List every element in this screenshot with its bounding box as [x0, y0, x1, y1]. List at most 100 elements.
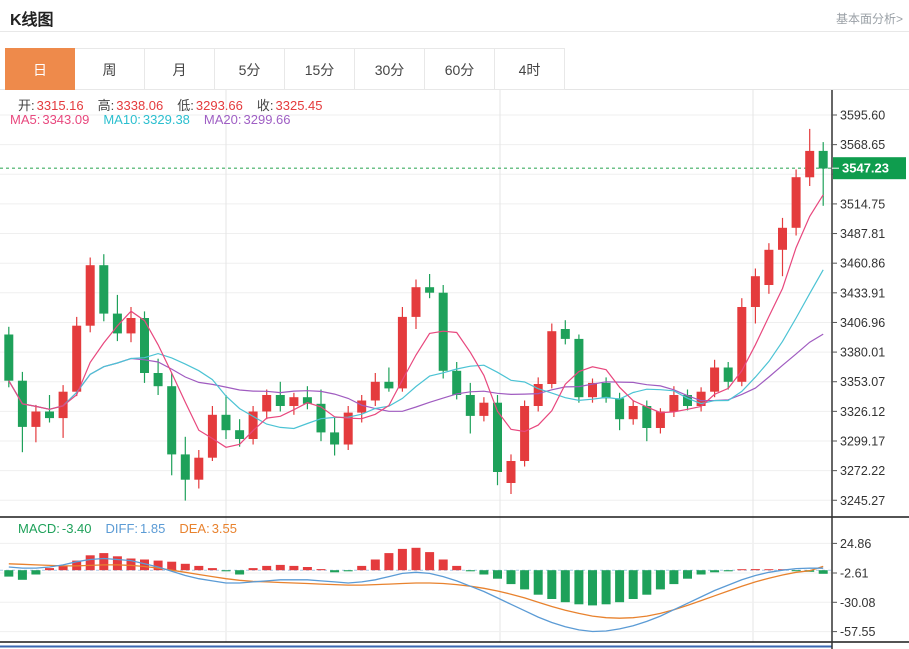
info-label: DEA:	[179, 521, 210, 536]
price-axis-label: 3272.22	[840, 464, 885, 478]
candle-body	[479, 402, 489, 416]
macd-bar	[764, 569, 774, 571]
macd-bar	[560, 570, 570, 603]
candle-body	[99, 265, 109, 314]
candlestick-pane[interactable]	[0, 90, 832, 517]
info-label: MACD:	[18, 521, 60, 536]
macd-bar	[574, 570, 584, 605]
candle-body	[4, 334, 14, 381]
macd-bar	[126, 558, 136, 571]
info-label: 高:	[97, 98, 115, 113]
tab-60min[interactable]: 60分	[425, 48, 495, 90]
macd-bar	[683, 570, 692, 579]
macd-bar	[723, 570, 733, 572]
info-value: 3299.66	[243, 112, 291, 127]
fundamental-analysis-link[interactable]: 基本面分析>	[835, 12, 903, 26]
candle-body	[425, 287, 435, 293]
candle-body	[330, 432, 340, 445]
macd-bar	[85, 555, 95, 571]
candle-body	[302, 397, 312, 404]
candle-body	[140, 318, 149, 373]
candle-body	[506, 461, 516, 483]
candle-body	[588, 382, 597, 398]
macd-bar	[140, 559, 149, 571]
candle-body	[180, 454, 190, 480]
candle-body	[791, 177, 801, 228]
ohlc-info-row: 开: 3315.16 高: 3338.06 低: 3293.66 收: 3325.45	[18, 95, 337, 114]
candle-body	[723, 367, 733, 382]
macd-bar	[642, 570, 652, 595]
info-label: MA5:	[10, 112, 41, 127]
macd-bar	[737, 569, 747, 571]
candle-body	[343, 412, 353, 445]
candle-body	[384, 381, 394, 389]
macd-bar	[547, 570, 557, 599]
macd-bar	[112, 556, 122, 571]
candle-body	[262, 395, 272, 412]
macd-bar	[397, 548, 407, 571]
candle-body	[357, 400, 367, 413]
macd-bar	[180, 563, 190, 571]
info-value: -3.40	[61, 521, 92, 536]
ma10-line	[8, 269, 824, 430]
tab-month[interactable]: 月	[145, 48, 215, 90]
candle-body	[601, 382, 611, 399]
macd-bar	[316, 569, 326, 571]
candle-body	[533, 384, 543, 406]
tab-week[interactable]: 周	[75, 48, 145, 90]
macd-bar	[588, 570, 597, 606]
candle-body	[520, 406, 530, 461]
candle-body	[411, 287, 421, 317]
macd-bar	[384, 553, 394, 571]
price-axis-label: 3380.01	[840, 346, 885, 360]
candle-body	[574, 338, 584, 398]
macd-bar	[343, 570, 353, 572]
current-price-badge	[833, 157, 906, 180]
candle-body	[126, 318, 136, 334]
macd-bar	[357, 565, 367, 571]
macd-bar	[710, 570, 720, 573]
info-value: 3293.66	[195, 98, 243, 113]
macd-bar	[262, 565, 272, 571]
price-axis-label: 3433.91	[840, 286, 885, 300]
price-axis-label: 3299.17	[840, 434, 885, 448]
candle-body	[221, 414, 231, 431]
macd-bar	[4, 570, 14, 577]
tab-4hour[interactable]: 4时	[495, 48, 565, 90]
macd-bar	[45, 568, 54, 571]
candle-body	[31, 411, 41, 427]
candle-body	[737, 307, 747, 382]
candle-body	[452, 370, 462, 395]
tab-day[interactable]: 日	[5, 48, 75, 90]
candle-body	[805, 150, 815, 178]
info-label: 收:	[256, 98, 274, 113]
price-axis-label: 3245.27	[840, 494, 885, 508]
tab-30min[interactable]: 30分	[355, 48, 425, 90]
candle-body	[778, 227, 787, 250]
macd-bar	[235, 570, 245, 575]
macd-bar	[31, 570, 41, 575]
macd-bar	[533, 570, 543, 595]
macd-bar	[153, 560, 163, 571]
page-title: K线图	[10, 12, 54, 29]
info-label: MA20:	[203, 112, 242, 127]
candle-body	[112, 313, 122, 334]
macd-bar	[465, 570, 475, 572]
macd-bar	[696, 570, 706, 575]
macd-bar	[479, 570, 489, 575]
price-axis-label: 3487.81	[840, 227, 885, 241]
info-value: 3338.06	[116, 98, 164, 113]
info-value: 1.85	[140, 521, 166, 536]
current-price-value: 3547.23	[842, 161, 889, 176]
tab-5min[interactable]: 5分	[215, 48, 285, 90]
candle-body	[248, 411, 258, 439]
macd-bar	[601, 570, 611, 605]
macd-bar	[221, 570, 231, 572]
macd-bar	[493, 570, 502, 579]
dea-line	[8, 563, 824, 619]
ma-info-row: MA5: 3343.09 MA10: 3329.38 MA20: 3299.66	[10, 112, 305, 127]
ma20-line	[8, 333, 824, 412]
info-label: 开:	[18, 98, 35, 113]
tab-15min[interactable]: 15分	[285, 48, 355, 90]
